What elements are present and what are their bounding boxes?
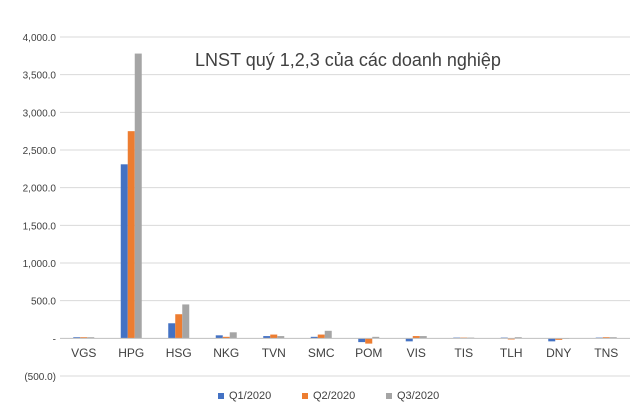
x-tick-label: TIS — [454, 346, 473, 360]
x-tick-label: NKG — [213, 346, 239, 360]
bar — [609, 337, 617, 339]
x-tick-label: POM — [355, 346, 382, 360]
bar — [270, 334, 278, 339]
x-tick-label: TLH — [500, 346, 523, 360]
bar — [555, 338, 563, 340]
y-tick-label: 1,000.0 — [23, 259, 57, 270]
y-tick-label: 3,000.0 — [23, 108, 57, 119]
legend-swatch — [218, 393, 224, 399]
legend-label: Q3/2020 — [397, 390, 439, 402]
chart-title: LNST quý 1,2,3 của các doanh nghiệp — [195, 50, 501, 70]
y-tick-label: (500.0) — [24, 372, 56, 383]
bar — [182, 304, 190, 339]
legend-swatch — [386, 393, 392, 399]
bar — [168, 323, 176, 339]
bar — [419, 336, 427, 339]
bar — [73, 337, 81, 339]
bar — [372, 336, 380, 339]
x-tick-label: SMC — [308, 346, 335, 360]
bar — [263, 336, 271, 339]
y-tick-label: 2,500.0 — [23, 146, 57, 157]
x-tick-label: HSG — [166, 346, 192, 360]
bar — [514, 337, 522, 339]
x-tick-label: DNY — [546, 346, 571, 360]
x-tick-label: HPG — [118, 346, 144, 360]
bar — [310, 336, 318, 339]
bar — [127, 131, 135, 339]
y-tick-label: 2,000.0 — [23, 184, 57, 195]
bar — [215, 335, 223, 339]
legend-label: Q1/2020 — [229, 390, 271, 402]
bar — [548, 338, 556, 342]
y-tick-label: 4,000.0 — [23, 33, 57, 44]
gridlines — [60, 36, 630, 377]
y-tick-label: 1,500.0 — [23, 221, 57, 232]
bar — [412, 336, 420, 339]
bar — [87, 337, 95, 339]
y-tick-label: - — [53, 334, 56, 345]
bars — [73, 53, 617, 344]
bar — [317, 334, 325, 339]
bar — [175, 314, 183, 339]
bar — [602, 337, 610, 339]
y-tick-label: 500.0 — [31, 297, 56, 308]
x-tick-label: VGS — [71, 346, 96, 360]
legend-swatch — [302, 393, 308, 399]
bar — [358, 338, 366, 343]
bar — [80, 337, 88, 339]
bar — [365, 338, 373, 344]
legend-label: Q2/2020 — [313, 390, 355, 402]
x-tick-label: TVN — [262, 346, 286, 360]
bar — [120, 164, 128, 339]
bar — [134, 53, 142, 339]
x-axis-categories: VGS HPG HSG NKG TVN SMC POM VIS TIS TLH DNY TNS — [71, 346, 618, 360]
y-tick-label: 3,500.0 — [23, 71, 57, 82]
x-tick-label: TNS — [594, 346, 618, 360]
x-tick-label: VIS — [407, 346, 426, 360]
y-axis-ticks: (500.0) - 500.0 1,000.0 1,500.0 2,000.0 2,500.… — [23, 33, 57, 383]
bar — [222, 336, 230, 339]
legend: Q1/2020 Q2/2020 Q3/2020 — [218, 390, 439, 402]
bar — [405, 338, 413, 342]
bar — [507, 338, 515, 340]
bar — [324, 330, 332, 339]
bar — [229, 332, 237, 339]
bar — [277, 336, 285, 339]
